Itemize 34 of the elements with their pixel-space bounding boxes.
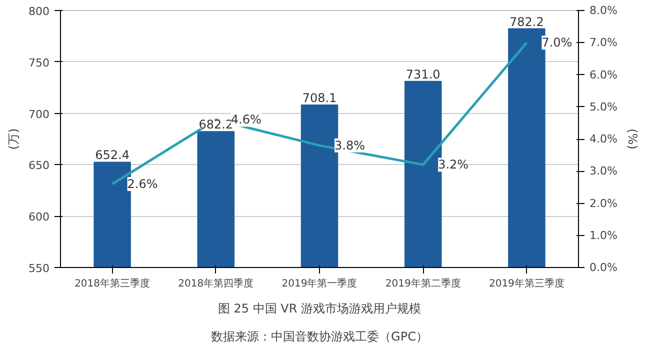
- data-label: 652.4: [95, 148, 130, 162]
- y2-axis-title: (%): [625, 128, 640, 150]
- data-label: 731.0: [406, 67, 440, 82]
- y-axis-title: (万): [6, 128, 21, 150]
- y2-tick-label: 7.0%: [590, 36, 618, 50]
- data-label: 3.8%: [334, 138, 365, 152]
- y-tick-label: 650: [28, 159, 50, 172]
- y2-tick-label: 8.0%: [590, 4, 618, 17]
- source-note: 数据来源：中国音数协游戏工委（GPC）: [211, 330, 428, 344]
- data-label: 4.6%: [230, 112, 262, 127]
- y-tick-label: 700: [28, 108, 50, 121]
- text: 图 25 中国 VR 游戏市场游戏用户规模: [218, 302, 422, 316]
- data-label: 708.1: [302, 90, 337, 105]
- y2-tick-label: 6.0%: [590, 68, 618, 82]
- y2-tick-label: 2.0%: [590, 196, 618, 210]
- y2-tick-label: 4.0%: [590, 132, 618, 146]
- data-label: 782.2: [510, 14, 544, 29]
- y-tick-label: 600: [28, 210, 50, 224]
- y2-tick-label: 0.0%: [590, 261, 618, 274]
- y2-tick-label: 1.0%: [590, 228, 618, 242]
- y-tick-label: 750: [28, 56, 50, 70]
- data-label: 682.2: [198, 118, 234, 132]
- data-label: 2.6%: [127, 176, 158, 191]
- x-tick-label: 2019年第三季度: [488, 278, 564, 290]
- y-tick-label: 550: [28, 262, 50, 275]
- data-label: 3.2%: [438, 158, 469, 172]
- y2-tick-label: 3.0%: [590, 164, 618, 178]
- x-tick-label: 2018年第四季度: [178, 278, 254, 290]
- data-label: 7.0%: [542, 36, 572, 50]
- x-tick-label: 2019年第二季度: [385, 278, 461, 290]
- x-tick-label: 2019年第一季度: [282, 278, 358, 290]
- y2-tick-label: 5.0%: [590, 100, 618, 114]
- y-tick-label: 800: [28, 5, 50, 18]
- x-tick-label: 2018年第三季度: [74, 278, 150, 290]
